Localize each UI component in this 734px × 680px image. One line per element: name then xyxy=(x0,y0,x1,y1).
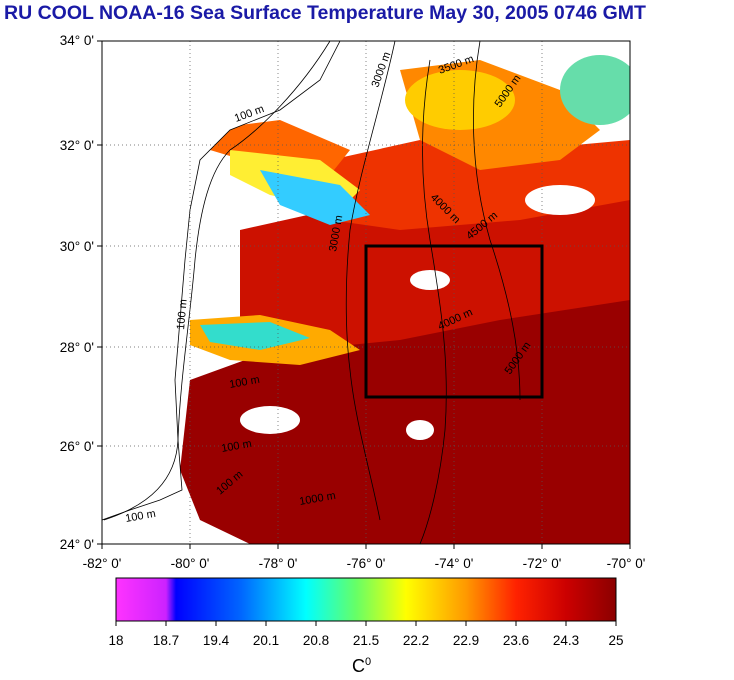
colorbar-tick-label: 21.5 xyxy=(353,633,379,648)
cloud-east xyxy=(525,185,595,215)
cloud-bahamas xyxy=(240,406,300,434)
florida-land xyxy=(101,40,341,521)
colorbar-tick-label: 22.2 xyxy=(403,633,429,648)
lon-label: -76° 0' xyxy=(347,556,386,571)
lat-label: 26° 0' xyxy=(60,439,94,454)
colorbar-tick-label: 18 xyxy=(108,633,123,648)
lon-label: -78° 0' xyxy=(259,556,298,571)
cloud-gap xyxy=(406,420,434,440)
cool-band-south-cyan xyxy=(200,322,310,350)
lat-label: 34° 0' xyxy=(60,33,94,48)
map-title: RU COOL NOAA-16 Sea Surface Temperature … xyxy=(4,2,646,24)
lon-label: -74° 0' xyxy=(435,556,474,571)
lon-label: -72° 0' xyxy=(523,556,562,571)
unit-sup: 0 xyxy=(365,656,372,668)
contour-label: 100 m xyxy=(175,299,190,331)
lon-label: -70° 0' xyxy=(607,556,646,571)
colorbar-tick-label: 23.6 xyxy=(503,633,529,648)
colorbar-tick-label: 22.9 xyxy=(453,633,479,648)
lat-label: 24° 0' xyxy=(60,537,94,552)
contour-100m xyxy=(103,40,331,521)
contour-5000m xyxy=(473,40,521,401)
contour-label: 100 m xyxy=(124,508,156,525)
lat-label: 32° 0' xyxy=(60,138,94,153)
colorbar-tick-label: 24.3 xyxy=(553,633,579,648)
cool-patch-ne xyxy=(560,55,630,125)
axis-ticks xyxy=(97,40,631,549)
unit-base: C xyxy=(352,656,365,676)
contour-label: 100 m xyxy=(220,438,252,455)
contour-4000m xyxy=(419,59,447,545)
lat-label: 28° 0' xyxy=(60,340,94,355)
yellow-patch xyxy=(405,70,515,130)
lat-label: 30° 0' xyxy=(60,239,94,254)
colorbar-tick-label: 19.4 xyxy=(203,633,230,648)
lon-label: -80° 0' xyxy=(171,556,210,571)
colorbar xyxy=(115,577,617,622)
colorbar-tick-label: 20.1 xyxy=(253,633,279,648)
colorbar-unit: C0 xyxy=(352,656,371,677)
colorbar-tick-label: 25 xyxy=(608,633,623,648)
lon-label: -82° 0' xyxy=(83,556,122,571)
study-box xyxy=(364,244,544,399)
sst-field xyxy=(180,55,630,544)
colorbar-ticks xyxy=(115,621,617,626)
cloud-box xyxy=(410,270,450,290)
cool-band-cyan xyxy=(260,170,370,225)
colorbar-tick-label: 18.7 xyxy=(153,633,179,648)
contour-3000m xyxy=(345,40,396,521)
contour-lines xyxy=(103,40,521,545)
colorbar-tick-label: 20.8 xyxy=(303,633,329,648)
contour-label: 100 m xyxy=(228,374,260,391)
